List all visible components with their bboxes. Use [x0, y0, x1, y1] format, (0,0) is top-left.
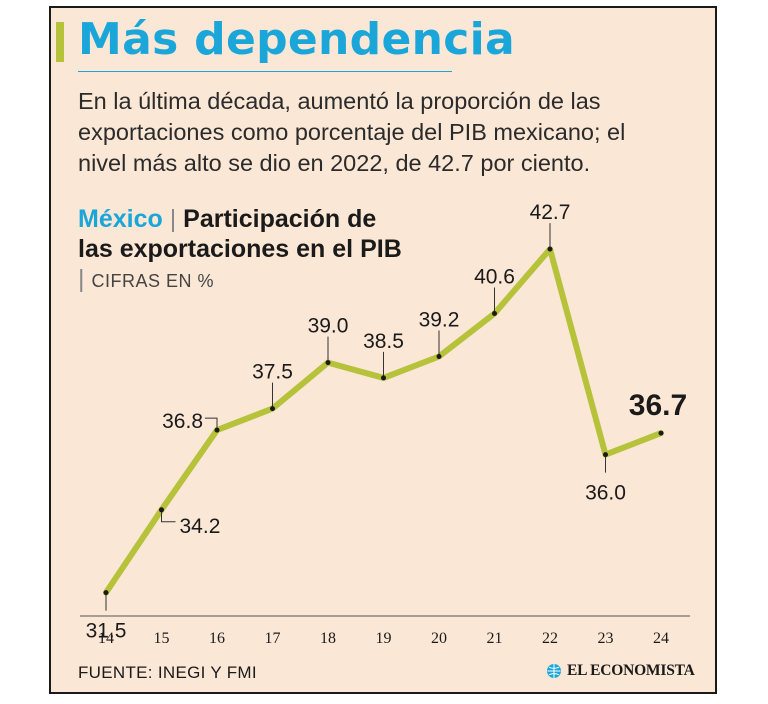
x-tick-label: 21: [487, 630, 503, 647]
data-label: 42.7: [530, 201, 571, 224]
data-point: [214, 427, 220, 433]
data-point: [103, 590, 109, 596]
data-point: [436, 353, 442, 359]
data-label: 36.8: [162, 410, 203, 433]
x-tick-label: 24: [653, 630, 669, 647]
data-label: 36.0: [585, 482, 626, 505]
x-tick-label: 16: [209, 630, 225, 647]
data-label: 39.0: [308, 315, 349, 338]
data-label-highlight: 36.7: [629, 389, 687, 422]
chart-units-separator: |: [78, 265, 85, 293]
leader-line: [161, 509, 176, 523]
x-tick-label: 17: [265, 630, 281, 647]
x-tick-label: 22: [542, 630, 558, 647]
data-point: [492, 311, 497, 317]
x-tick-label: 19: [376, 630, 392, 647]
chart-country: México: [78, 205, 163, 233]
data-label: 31.5: [86, 620, 127, 643]
data-point: [381, 375, 386, 381]
page-subtitle: En la última década, aumentó la proporci…: [78, 88, 626, 176]
brand-logo: EL ECONOMISTA: [546, 662, 695, 680]
data-label: 40.6: [474, 266, 515, 289]
x-tick-label: 23: [598, 630, 614, 647]
data-label: 37.5: [252, 361, 293, 384]
data-point: [658, 430, 664, 436]
data-point: [270, 406, 275, 412]
chart-heading: México | Participación de las exportacio…: [78, 204, 408, 296]
chart-heading-separator: |: [169, 205, 177, 233]
data-label: 34.2: [180, 515, 221, 538]
brand-name: EL ECONOMISTA: [567, 662, 695, 679]
data-point: [547, 246, 553, 252]
title-accent-bar: [56, 22, 64, 62]
x-tick-label: 20: [431, 630, 447, 647]
infographic-panel: [49, 6, 717, 694]
source-note: FUENTE: INEGI Y FMI: [78, 663, 257, 682]
data-label: 38.5: [363, 330, 404, 353]
chart-title: Participación de las exportaciones en el…: [78, 205, 402, 263]
data-point: [325, 360, 331, 366]
chart-units: CIFRAS EN %: [91, 271, 214, 291]
data-point: [603, 452, 608, 458]
x-tick-label: 14: [98, 630, 114, 647]
globe-icon: [547, 664, 561, 678]
data-label: 39.2: [419, 308, 460, 331]
x-tick-label: 18: [320, 630, 336, 647]
leader-line: [205, 417, 218, 431]
data-point: [159, 507, 164, 513]
title-underline: [78, 71, 452, 72]
x-tick-label: 15: [154, 630, 170, 647]
page-title: Más dependencia: [78, 14, 516, 65]
